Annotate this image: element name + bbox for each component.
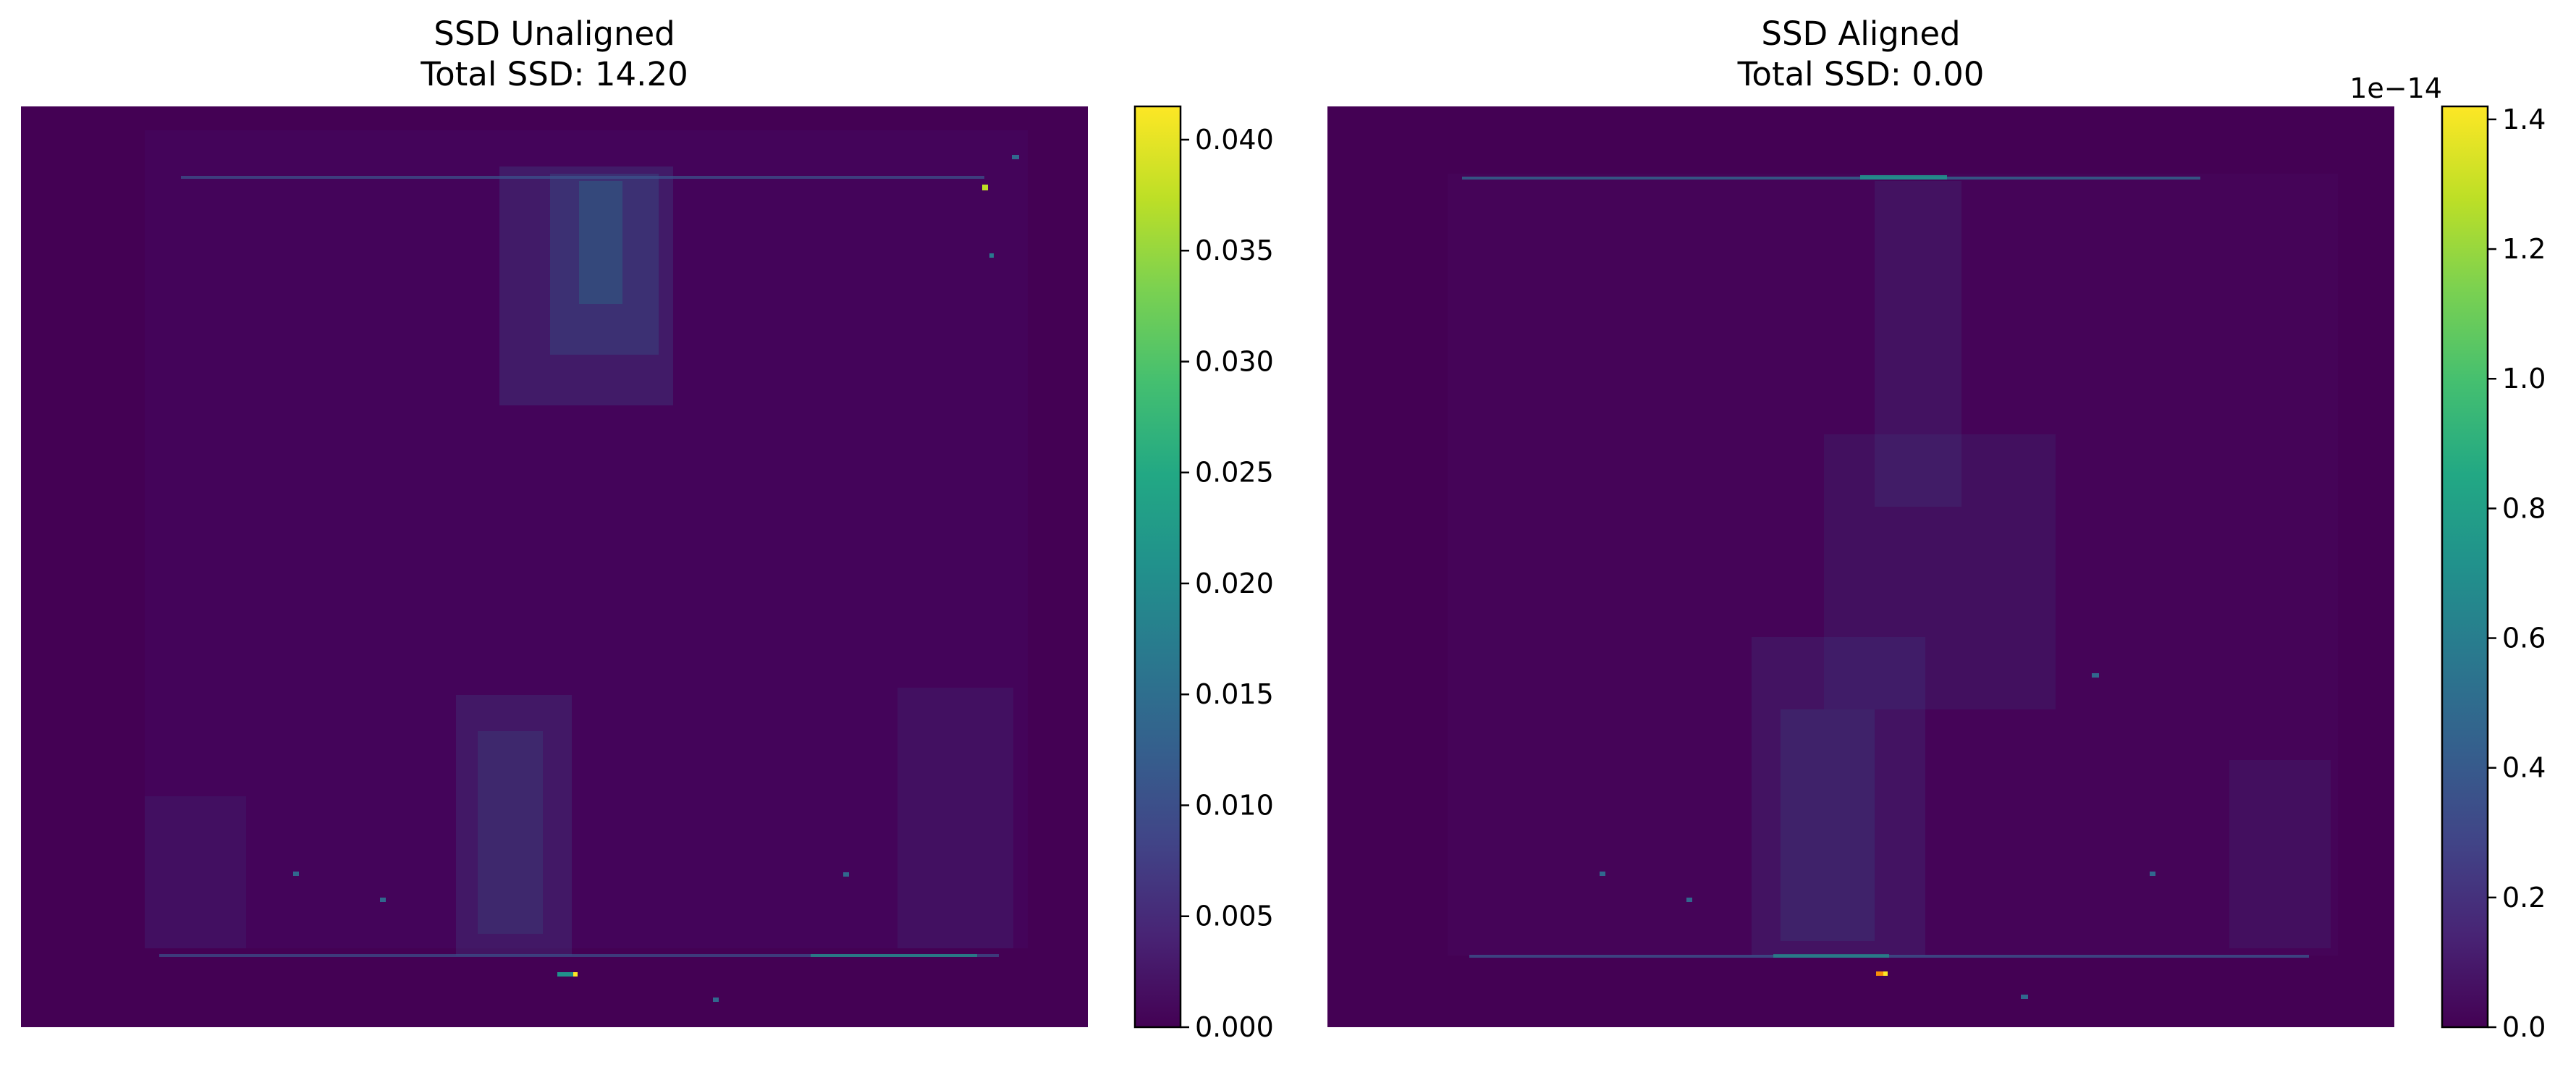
- panel-unaligned: SSD Unaligned Total SSD: 14.20: [21, 14, 1274, 1043]
- colorbar-tick-label: 0.2: [2502, 882, 2546, 914]
- heatmap-texture: [145, 130, 1028, 1002]
- colorbar-offset-aligned: 1e−14: [2349, 72, 2442, 104]
- colorbar-tick-label: 0.010: [1195, 789, 1274, 821]
- colorbar-ticks-aligned: 0.0 0.2 0.4 0.6 0.8 1.0 1.2 1.4: [2488, 104, 2546, 1043]
- title-unaligned-line1: SSD Unaligned: [434, 14, 675, 53]
- colorbar-tick-label: 1.4: [2502, 104, 2546, 135]
- colorbar-tick-label: 0.020: [1195, 568, 1274, 599]
- title-aligned-line2: Total SSD: 0.00: [1737, 55, 1985, 93]
- colorbar-tick-label: 0.030: [1195, 345, 1274, 377]
- colorbar-tick-label: 0.8: [2502, 492, 2546, 524]
- colorbar-tick-label: 0.000: [1195, 1011, 1274, 1043]
- colorbar-tick-label: 0.005: [1195, 901, 1274, 932]
- heatmap-unaligned: [21, 106, 1088, 1027]
- colorbar-tick-label: 0.015: [1195, 678, 1274, 710]
- colorbar-tick-label: 0.035: [1195, 235, 1274, 266]
- colorbar-tick-label: 0.025: [1195, 457, 1274, 489]
- colorbar-tick-label: 0.6: [2502, 623, 2546, 654]
- colorbar-ticks-unaligned: 0.000 0.005 0.010 0.015 0.020 0.025 0.030 0.035…: [1181, 124, 1274, 1043]
- colorbar-tick-label: 1.0: [2502, 363, 2546, 395]
- colorbar-gradient: [1133, 105, 1182, 1029]
- title-aligned-line1: SSD Aligned: [1761, 14, 1960, 53]
- colorbar-aligned: 0.0 0.2 0.4 0.6 0.8 1.0 1.2 1.4 1e−14: [2349, 72, 2546, 1043]
- colorbar-gradient: [2441, 105, 2489, 1029]
- heatmap-aligned: [1327, 106, 2394, 1027]
- heatmap-texture: [1448, 174, 2338, 999]
- colorbar-tick-label: 0.040: [1195, 124, 1274, 156]
- colorbar-unaligned: 0.000 0.005 0.010 0.015 0.020 0.025 0.030 0.035…: [1133, 105, 1274, 1043]
- title-unaligned-line2: Total SSD: 14.20: [420, 55, 688, 93]
- colorbar-tick-label: 1.2: [2502, 233, 2546, 265]
- panel-aligned: SSD Aligned Total SSD: 0.00: [1327, 14, 2546, 1043]
- heatmap-background: [1327, 106, 2394, 1027]
- colorbar-tick-label: 0.4: [2502, 752, 2546, 784]
- colorbar-tick-label: 0.0: [2502, 1011, 2546, 1043]
